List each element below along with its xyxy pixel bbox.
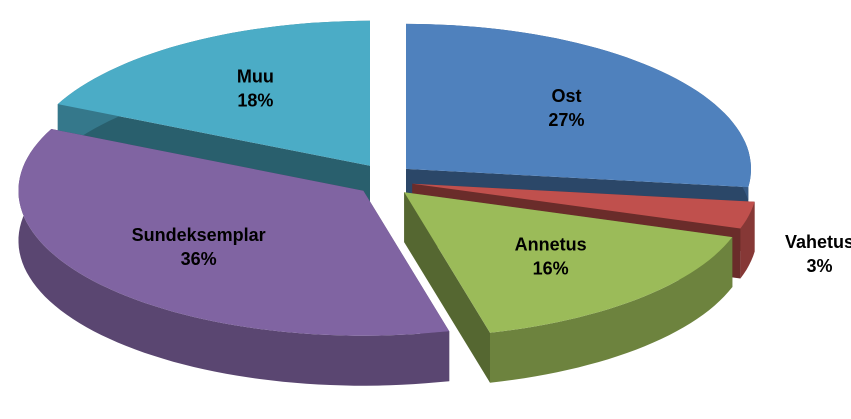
slice-label: Annetus [515, 235, 587, 255]
slice [404, 192, 733, 333]
slice [406, 23, 751, 188]
slice-side [740, 201, 755, 279]
slice [404, 192, 733, 383]
slice-label: Ost [551, 86, 581, 106]
slice [18, 129, 450, 336]
slice-side [18, 129, 450, 386]
slice-label: Sundeksemplar [132, 225, 266, 245]
slice-value-label: 18% [237, 91, 273, 111]
slice-value-label: 36% [181, 249, 217, 269]
slice-side [404, 192, 490, 383]
slice-side [490, 237, 733, 383]
slice [18, 129, 450, 386]
slice-value-label: 16% [533, 259, 569, 279]
slice-label: Vahetus [785, 232, 851, 252]
slice-value-label: 27% [548, 110, 584, 130]
slice [57, 20, 371, 166]
slice-value-label: 3% [807, 256, 833, 276]
slice [412, 183, 755, 229]
slice-label: Muu [237, 67, 274, 87]
